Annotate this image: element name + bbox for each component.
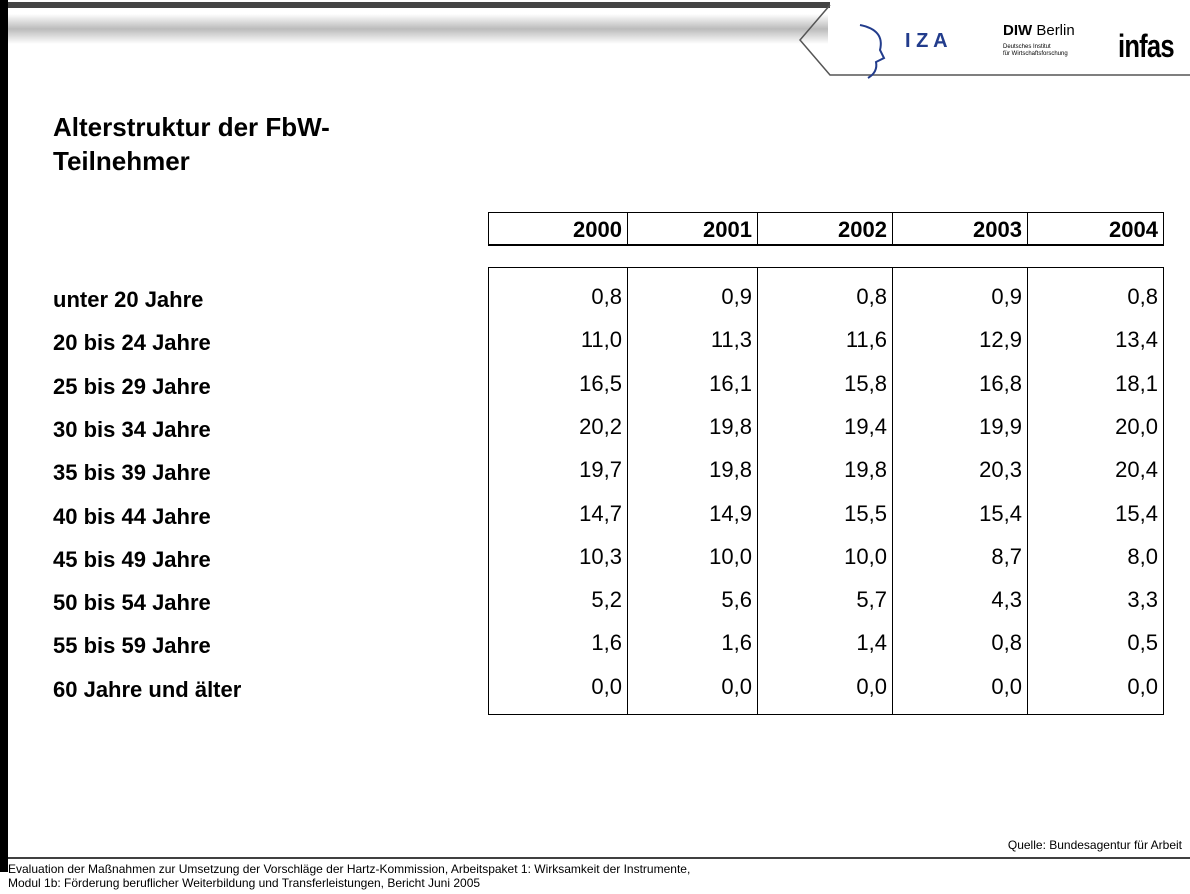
diw-text: DIW [1003,22,1033,39]
diw-city: Berlin [1036,22,1075,39]
cell: 15,4 [979,500,1022,526]
row-label: 60 Jahre und älter [53,676,242,702]
cell: 1,6 [721,630,752,656]
row-label: 40 bis 44 Jahre [53,503,211,529]
cell: 14,7 [579,500,622,526]
left-bar [0,0,8,872]
cell: 0,0 [591,673,622,699]
cell: 5,7 [856,587,887,613]
diw-sub-line: Deutsches Institut [1003,44,1051,50]
row-label: 45 bis 49 Jahre [53,546,211,572]
cell: 10,0 [709,543,752,569]
cell: 15,5 [844,500,887,526]
source: Quelle: Bundesagentur für Arbeit [1007,838,1182,852]
cell: 1,6 [591,630,622,656]
cell: 19,8 [709,413,752,439]
row-label: 20 bis 24 Jahre [53,330,211,356]
cell: 19,8 [844,457,887,483]
row-label: 50 bis 54 Jahre [53,590,211,616]
column-divider [892,267,893,715]
row-label: 35 bis 39 Jahre [53,460,211,486]
cell: 10,3 [579,543,622,569]
row-label: unter 20 Jahre [53,287,204,312]
footer: Evaluation der Maßnahmen zur Umsetzung d… [8,862,690,890]
cell: 5,6 [721,587,752,613]
title-line: Alterstruktur der FbW- [53,112,330,142]
cell: 0,8 [591,284,622,309]
cell: 15,4 [1115,500,1158,526]
column-divider [757,267,758,715]
cell: 18,1 [1115,370,1158,396]
row-label: 55 bis 59 Jahre [53,633,211,659]
diw-sub: Deutsches Institut für Wirtschaftsforschu… [1003,44,1068,58]
cell: 20,3 [979,457,1022,483]
infas-logo: infas [1118,28,1175,64]
cell: 19,4 [844,413,887,439]
column-divider [627,267,628,715]
cell: 0,0 [856,673,887,699]
iza-head [859,24,886,79]
cell: 15,8 [844,370,887,396]
cell: 0,8 [991,630,1022,656]
cell: 0,8 [1127,284,1158,309]
cell: 0,8 [856,284,887,309]
cell: 11,0 [580,327,622,353]
cell: 20,2 [579,413,622,439]
cell: 5,2 [591,587,622,613]
footer-line-text: Evaluation der Maßnahmen zur Umsetzung d… [8,862,691,876]
footer-line-text: Modul 1b: Förderung beruflicher Weiterbi… [8,876,481,890]
cell: 8,7 [991,543,1022,569]
cell: 0,5 [1127,630,1158,656]
cell: 0,0 [1127,673,1158,699]
cell: 11,6 [845,327,887,353]
column-header: 2000 [488,212,628,246]
header-band [8,14,828,44]
column-header: 2002 [757,212,893,246]
cell: 13,4 [1115,327,1158,353]
row-label: 25 bis 29 Jahre [53,373,211,399]
column-header: 2003 [892,212,1028,246]
cell: 1,4 [856,630,887,656]
cell: 16,8 [979,370,1022,396]
column-header: 2001 [627,212,758,246]
cell: 14,9 [709,500,752,526]
cell: 20,4 [1115,457,1158,483]
cell: 19,7 [579,457,622,483]
title-line: Teilnehmer [53,146,190,176]
cell: 0,9 [991,284,1022,309]
cell: 16,5 [579,370,622,396]
cell: 10,0 [844,543,887,569]
cell: 3,3 [1127,587,1158,613]
cell: 19,8 [709,457,752,483]
cell: 12,9 [979,327,1022,353]
cell: 0,0 [721,673,752,699]
row-label: 30 bis 34 Jahre [53,416,211,442]
column-divider [1027,267,1028,715]
cell: 11,3 [710,327,752,353]
cell: 0,9 [721,284,752,309]
cell: 16,1 [709,370,752,396]
cell: 4,3 [991,587,1022,613]
cell: 19,9 [979,413,1022,439]
iza-logo: I Z A [905,30,948,52]
diw-sub-line: für Wirtschaftsforschung [1003,51,1068,57]
data-box [488,267,1164,715]
column-header: 2004 [1027,212,1164,246]
diw-logo: DIW Berlin [1003,22,1075,39]
cell: 8,0 [1127,543,1158,569]
header-tab [799,4,1190,76]
cell: 20,0 [1115,413,1158,439]
cell: 0,0 [991,673,1022,699]
